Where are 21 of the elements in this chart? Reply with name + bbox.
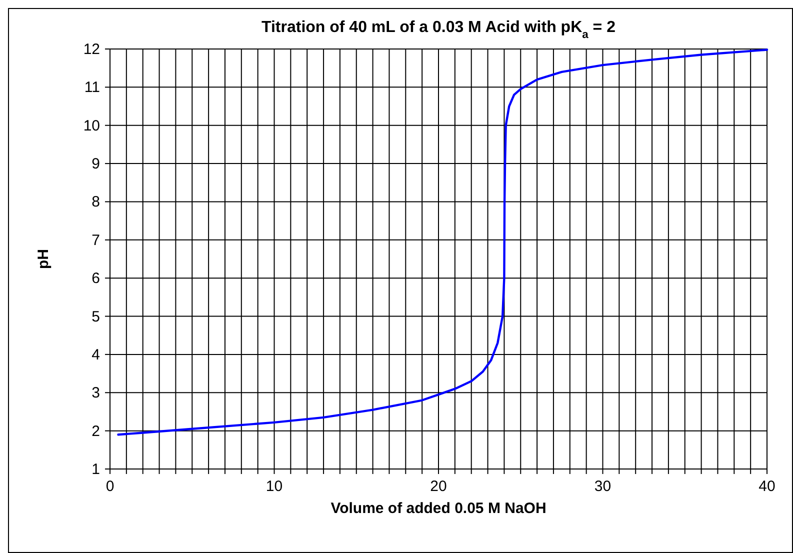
y-tick-label: 9	[92, 156, 100, 173]
y-tick-label: 2	[92, 422, 100, 440]
y-tick-label: 3	[92, 384, 100, 402]
y-tick-label: 8	[92, 194, 100, 211]
y-axis-title: pH	[35, 249, 52, 269]
x-tick-label: 30	[594, 478, 612, 495]
y-tick-label: 5	[92, 308, 100, 326]
x-tick-label: 20	[430, 478, 447, 495]
chart-title: Titration of 40 mL of a 0.03 M Acid with pK$_{a}$ = 2	[261, 19, 616, 41]
x-axis-title: Volume of added 0.05 M NaOH	[330, 500, 546, 517]
x-tick-label: 0	[106, 478, 114, 495]
y-tick-label: 4	[92, 346, 100, 364]
y-tick-label: 1	[92, 461, 100, 478]
x-tick-label: 40	[758, 478, 776, 495]
y-tick-label: 10	[83, 117, 100, 134]
y-tick-label: 7	[92, 232, 100, 249]
x-tick-label: 10	[266, 478, 283, 495]
y-tick-label: 12	[83, 41, 100, 58]
line-series	[117, 48, 768, 436]
y-tick-label: 11	[84, 79, 100, 96]
y-tick-label: 6	[92, 270, 100, 288]
